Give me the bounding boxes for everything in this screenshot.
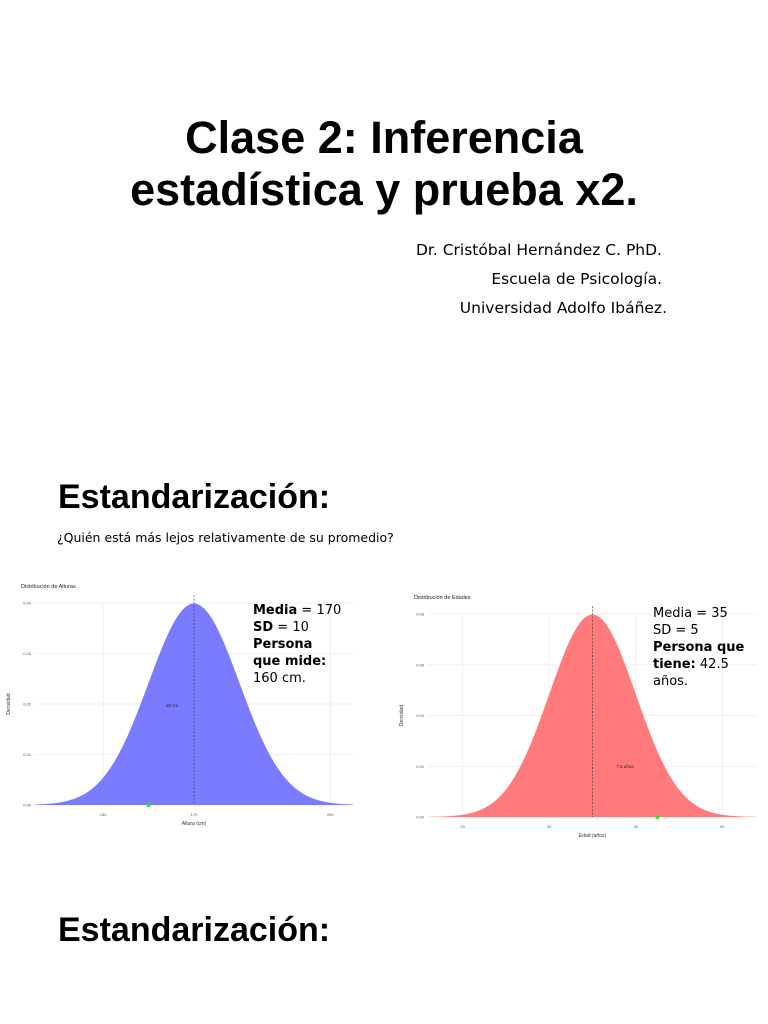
y-tick-label: 0.03 [23,651,32,656]
y-tick-label: 0.08 [416,612,425,617]
chart-title: Distribución de Alturas [21,584,76,590]
slide-title-line1: Clase 2: Inferencia [185,112,583,163]
slide-title-line2: estadística y prueba x2. [130,164,638,215]
chart-title: Distribución de Edades [414,595,471,601]
y-tick-label: 0.04 [416,713,425,718]
heights-sd-label: SD [253,620,274,635]
y-tick-label: 0.06 [416,662,425,667]
y-tick-label: 0.00 [416,815,425,820]
x-tick-label: 40 [634,824,639,829]
section-heading: Estandarización: [58,478,331,516]
y-tick-label: 0.02 [23,702,32,707]
heights-media-value: = 170 [297,603,342,618]
y-tick-label: 0.00 [23,803,32,808]
x-axis-title: Edad (años) [579,833,607,839]
x-tick-label: 20 [460,824,465,829]
ages-media: Media = 35 [653,606,728,621]
author-block: Dr. Cristóbal Hernández C. PhD. Escuela … [415,236,667,323]
difference-annotation: 7.5 años [616,764,634,769]
author-name: Dr. Cristóbal Hernández C. PhD. [415,241,662,259]
heights-media-label: Media [253,603,298,618]
ages-persona-label: Persona que tiene: [653,640,745,672]
x-tick-label: 30 [547,824,552,829]
marked-point [146,802,151,808]
ages-chart: 0.00 0.02 0.04 0.06 0.08 20 30 40 50 7.5 años Dist… [399,595,757,839]
heights-sd-value: = 10 [273,620,309,635]
author-school: Escuela de Psicología. [491,270,662,288]
x-tick-label: 200 [327,812,334,817]
y-axis-title: Densidad [399,705,405,726]
heights-persona-label: Persona que mide: [253,637,327,669]
author-university: Universidad Adolfo Ibáñez. [459,299,667,317]
y-tick-label: 0.04 [23,601,32,606]
heights-note: Media = 170 SD = 10 Persona que mide: 16… [253,602,343,687]
question-text: ¿Quién está más lejos relativamente de s… [57,530,394,545]
slide-title: Clase 2: Inferencia estadística y prueba… [0,112,768,216]
x-axis-title: Altura (cm) [182,821,207,827]
heights-chart: 0.00 0.01 0.02 0.03 0.04 150 170 200 -10 cm Distr… [6,584,353,827]
y-tick-label: 0.02 [416,764,425,769]
heights-persona-value: 160 cm. [253,671,306,686]
x-tick-label: 170 [191,812,198,817]
x-tick-label: 50 [720,824,725,829]
y-axis-title: Densidad [6,693,12,714]
x-tick-label: 150 [100,812,107,817]
difference-annotation: -10 cm [164,703,178,708]
ages-note: Media = 35 SD = 5 Persona que tiene: 42.… [653,605,758,690]
section-heading-2: Estandarización: [58,911,331,949]
ages-sd: SD = 5 [653,623,699,638]
ages-persona-value: 42.5 años. [653,657,729,689]
y-tick-label: 0.01 [23,752,32,757]
marked-point [655,814,660,820]
